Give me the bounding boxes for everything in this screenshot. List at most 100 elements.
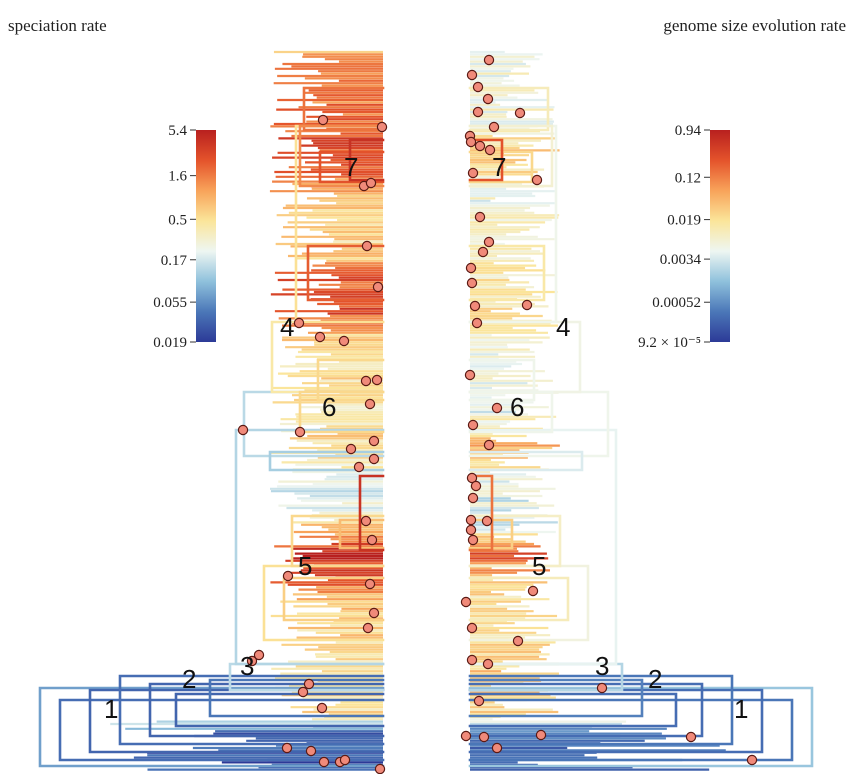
right-shift-marker [460, 596, 472, 608]
right-branch [468, 474, 494, 552]
right-shift-marker [466, 69, 478, 81]
right-shift-marker [466, 622, 478, 634]
right-shift-marker [469, 300, 481, 312]
left-branch [38, 686, 385, 768]
left-branch [298, 390, 385, 434]
left-shift-marker [374, 763, 386, 774]
left-shift-marker [362, 622, 374, 634]
right-shift-marker [467, 167, 479, 179]
right-shift-marker [460, 730, 472, 742]
left-shift-marker [281, 742, 293, 754]
left-shift-marker [253, 649, 265, 661]
right-colorbar: 0.94 0.12 0.019 0.0034 0.00052 9.2 × 10⁻⁵ [638, 123, 730, 351]
right-branch [468, 678, 644, 718]
left-branch [118, 674, 385, 746]
left-shift-marker [237, 424, 249, 436]
clade-labels: 1 1 2 2 3 3 4 4 5 5 6 6 7 7 [104, 152, 748, 724]
left-title: speciation rate [8, 16, 107, 35]
rate-shift-markers [237, 54, 758, 774]
left-shift-marker [318, 756, 330, 768]
left-clade-label: 5 [298, 551, 312, 581]
right-shift-marker [464, 369, 476, 381]
left-shift-marker [365, 177, 377, 189]
right-branch [468, 358, 536, 402]
left-shift-marker [303, 678, 315, 690]
left-clade-label: 6 [322, 392, 336, 422]
left-branch [268, 450, 385, 472]
left-branch [174, 692, 385, 728]
left-shift-marker [372, 281, 384, 293]
right-shift-marker [488, 121, 500, 133]
right-branch [468, 428, 618, 666]
right-branch [468, 514, 562, 568]
left-branch [290, 514, 385, 568]
left-clade-label: 2 [182, 664, 196, 694]
right-clade-label: 6 [510, 392, 524, 422]
right-shift-marker [471, 317, 483, 329]
right-branch [468, 450, 584, 472]
left-shift-marker [368, 607, 380, 619]
left-branch [148, 682, 385, 738]
left-shift-marker [339, 754, 351, 766]
left-branch [318, 150, 385, 184]
left-shift-marker [345, 443, 357, 455]
left-branch [302, 86, 385, 132]
left-shift-marker [297, 686, 309, 698]
right-shift-marker [527, 585, 539, 597]
left-colorbar-tick-label: 0.5 [168, 212, 187, 228]
left-shift-marker [353, 461, 365, 473]
right-clade-label: 1 [734, 694, 748, 724]
right-shift-marker [483, 236, 495, 248]
left-shift-marker [366, 534, 378, 546]
left-shift-marker [282, 570, 294, 582]
right-shift-marker [481, 515, 493, 527]
right-branch [468, 244, 546, 302]
left-shift-marker [338, 335, 350, 347]
right-branch [468, 86, 550, 132]
right-shift-marker [466, 277, 478, 289]
right-shift-marker [474, 140, 486, 152]
left-shift-marker [368, 453, 380, 465]
right-branch [468, 692, 678, 728]
right-shift-marker [472, 81, 484, 93]
right-shift-marker [467, 492, 479, 504]
left-branch [282, 576, 385, 622]
left-shift-marker [368, 435, 380, 447]
left-colorbar-tick-label: 5.4 [168, 123, 187, 139]
right-branch [468, 390, 554, 434]
left-shift-marker [314, 331, 326, 343]
right-shift-marker [531, 174, 543, 186]
left-shift-marker [316, 702, 328, 714]
left-shift-marker [360, 375, 372, 387]
left-colorbar-scale [196, 130, 216, 342]
right-branch [468, 124, 554, 188]
left-clade-label: 7 [344, 152, 358, 182]
right-shift-marker [685, 731, 697, 743]
right-shift-marker [482, 93, 494, 105]
right-clade-label: 3 [595, 651, 609, 681]
left-colorbar-tick-label: 0.17 [161, 253, 188, 269]
left-branch [208, 678, 385, 718]
right-shift-marker [467, 534, 479, 546]
right-shift-marker [472, 106, 484, 118]
right-colorbar-tick-label: 0.019 [667, 213, 701, 229]
left-shift-marker [305, 745, 317, 757]
right-shift-marker [512, 635, 524, 647]
left-shift-marker [371, 374, 383, 386]
left-clade-label: 4 [280, 312, 294, 342]
left-colorbar-tick-label: 0.055 [153, 295, 187, 311]
right-shift-marker [477, 246, 489, 258]
left-shift-marker [360, 515, 372, 527]
right-shift-marker [484, 144, 496, 156]
right-clade-label: 7 [492, 152, 506, 182]
left-shift-marker [376, 121, 388, 133]
right-shift-marker [491, 742, 503, 754]
left-shift-marker [364, 578, 376, 590]
right-colorbar-tick-label: 9.2 × 10⁻⁵ [638, 335, 701, 351]
right-shift-marker [482, 658, 494, 670]
right-colorbar-tick-label: 0.0034 [660, 252, 702, 268]
right-shift-marker [535, 729, 547, 741]
left-colorbar-tick-label: 0.019 [153, 335, 187, 351]
right-shift-marker [473, 695, 485, 707]
